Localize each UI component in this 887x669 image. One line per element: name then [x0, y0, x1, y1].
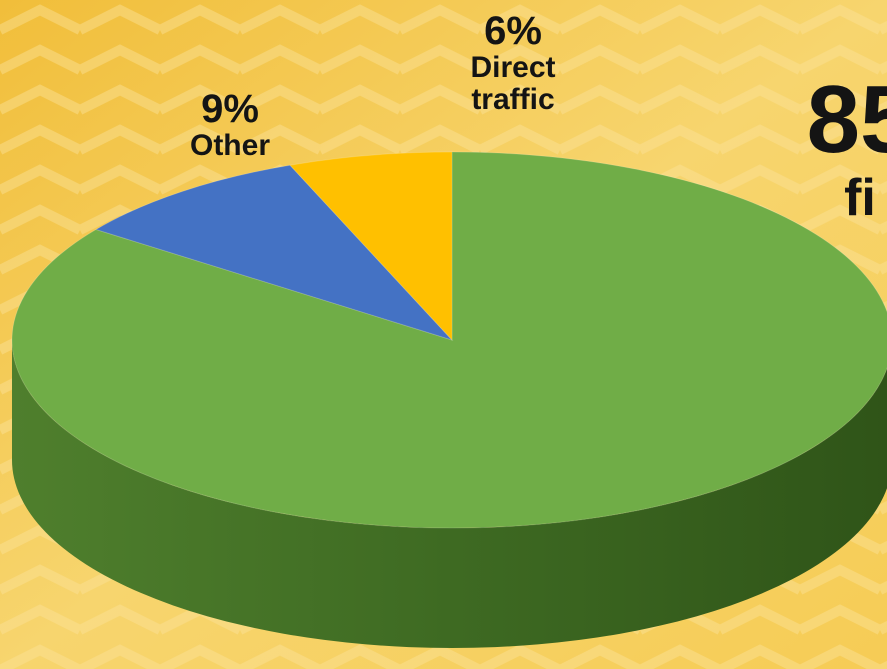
slice-label: 85 fi [760, 66, 887, 227]
value-label: 85 [806, 66, 887, 173]
pie-slice [11, 151, 887, 529]
value-label: 9% [201, 87, 259, 131]
pie [11, 151, 887, 648]
pie-slice [94, 164, 454, 342]
slice-label: 6% Direct traffic [448, 10, 578, 115]
category-label: Other [189, 129, 270, 162]
slice-label: 9% Other [175, 88, 285, 162]
pie-side [12, 340, 887, 648]
value-label: 6% [484, 9, 542, 53]
category-label: Direct traffic [470, 51, 556, 116]
pie-slice [289, 151, 453, 342]
category-label: fi [844, 168, 876, 227]
